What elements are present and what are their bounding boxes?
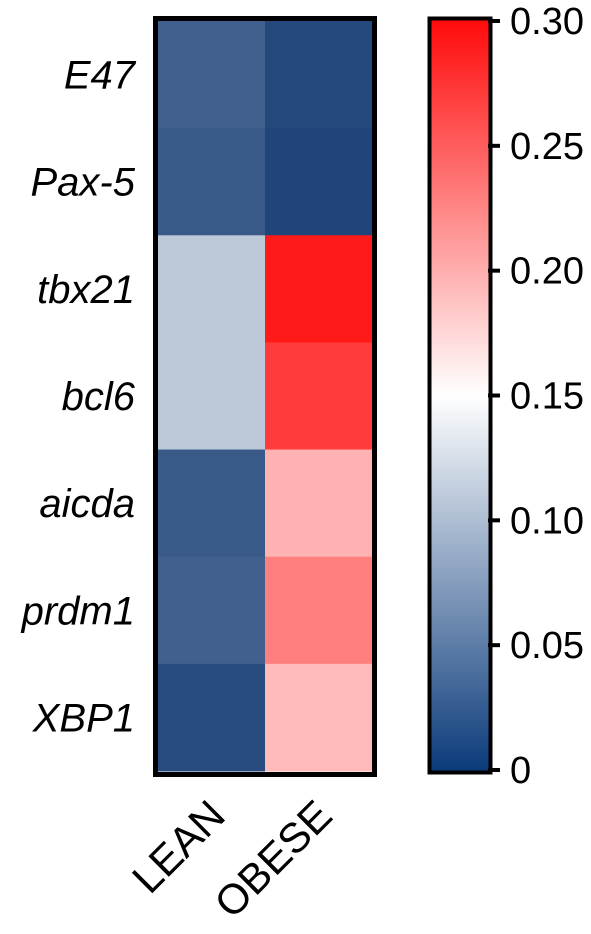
colorbar-tick-label: 0.25: [510, 126, 584, 168]
colorbar-ticks: 0 0.05 0.10 0.15 0.20 0.25 0.30: [488, 1, 584, 792]
row-label: bcl6: [62, 375, 136, 419]
heatmap-cell: [265, 235, 373, 343]
heatmap-cell: [265, 556, 373, 665]
colorbar-tick-label: 0.05: [510, 625, 584, 667]
column-label: OBESE: [205, 791, 341, 927]
colorbar-tick-label: 0.15: [510, 376, 584, 418]
heatmap-cell: [158, 449, 266, 558]
heatmap-cell: [265, 21, 373, 129]
colorbar-tick-label: 0.10: [510, 500, 584, 542]
row-label: E47: [64, 54, 137, 98]
row-labels: E47 Pax-5 tbx21 bcl6 aicda prdm1 XBP1: [21, 54, 137, 741]
heatmap-cell: [158, 235, 266, 343]
row-label: aicda: [39, 482, 135, 526]
row-label: tbx21: [37, 268, 135, 312]
row-label: XBP1: [32, 696, 135, 740]
heatmap-cell: [265, 449, 373, 558]
colorbar-tick-label: 0: [510, 750, 531, 792]
heatmap-cell: [158, 21, 266, 129]
heatmap-cells: [158, 21, 373, 772]
heatmap-cell: [158, 342, 266, 451]
colorbar-tick-label: 0.20: [510, 251, 584, 293]
heatmap-cell: [265, 663, 373, 772]
heatmap-cell: [265, 128, 373, 236]
heatmap-cell: [158, 128, 266, 236]
heatmap-cell: [158, 663, 266, 772]
heatmap-cell: [265, 342, 373, 451]
row-label: Pax-5: [31, 161, 136, 205]
heatmap-frame: [153, 16, 377, 777]
heatmap-cell: [158, 556, 266, 665]
row-label: prdm1: [21, 589, 135, 633]
colorbar: [427, 16, 493, 775]
colorbar-tick-label: 0.30: [510, 1, 584, 43]
